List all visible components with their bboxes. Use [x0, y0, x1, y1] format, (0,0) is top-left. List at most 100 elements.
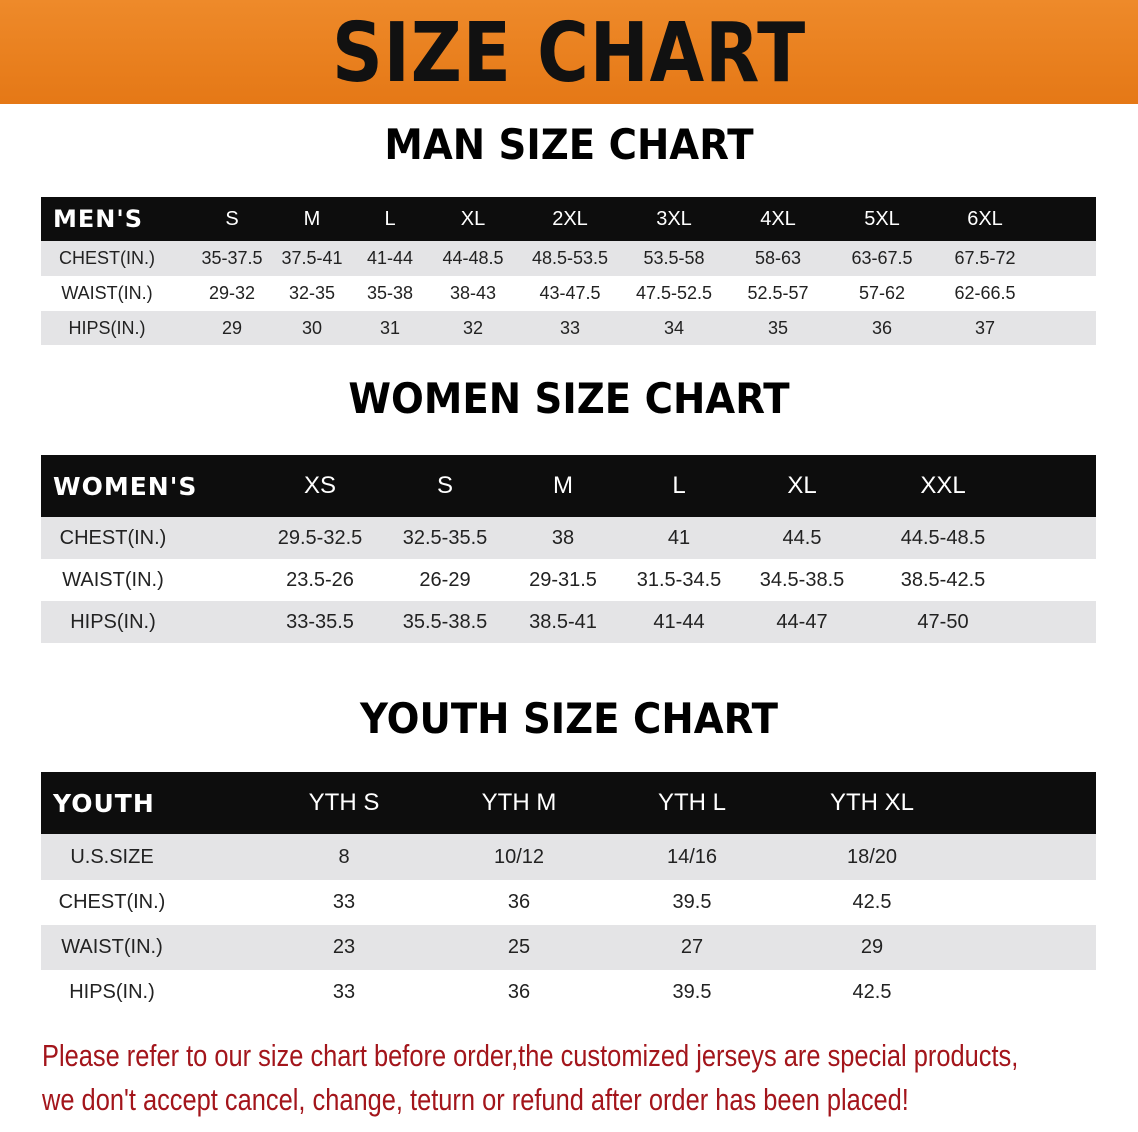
table-cell: 32-35 [288, 283, 336, 303]
table-cell: 39.5 [672, 891, 712, 913]
table-cell: 32 [462, 317, 484, 338]
table-cell: 37.5-41 [281, 248, 343, 268]
header-category-label: YOUTH [53, 788, 155, 818]
table-cell: 52.5-57 [747, 283, 809, 303]
table-cell: 33 [332, 981, 356, 1003]
table-cell: 23 [332, 936, 356, 958]
table-cell: 29.5-32.5 [277, 526, 363, 549]
table-cell: 48.5-53.5 [531, 248, 609, 268]
table-cell: 47-50 [917, 610, 969, 633]
size-column-header: L [384, 207, 396, 230]
table-cell: 38.5-42.5 [900, 568, 986, 591]
table-cell: 33 [332, 891, 356, 913]
table-cell: 14/16 [666, 845, 718, 868]
table-cell: 35.5-38.5 [402, 610, 488, 633]
size-column-header: L [672, 472, 686, 499]
table-cell: 18/20 [846, 845, 898, 868]
women-section-title: WOMEN SIZE CHART [348, 374, 790, 423]
notice-line-2: we don't accept cancel, change, teturn o… [42, 1082, 909, 1117]
table-cell: 44.5 [782, 526, 822, 549]
banner-title: SIZE CHART [331, 6, 807, 101]
size-column-header: M [303, 207, 321, 230]
table-row: HIPS(IN.) 33 36 39.5 42.5 [41, 970, 1096, 1015]
size-column-header: YTH XL [829, 789, 915, 816]
measurement-label: U.S.SIZE [70, 845, 154, 868]
banner: SIZE CHART [0, 0, 1138, 104]
table-cell: 57-62 [858, 283, 906, 303]
notice-line-1: Please refer to our size chart before or… [42, 1038, 1019, 1073]
table-cell: 67.5-72 [954, 248, 1016, 268]
table-cell: 31.5-34.5 [636, 568, 722, 591]
size-column-header: YTH L [657, 789, 727, 816]
size-column-header: M [553, 472, 573, 499]
table-cell: 32.5-35.5 [402, 526, 488, 549]
size-column-header: XL [787, 472, 817, 499]
table-cell: 29 [221, 317, 243, 338]
table-cell: 33 [559, 317, 581, 338]
table-row: HIPS(IN.) 33-35.5 35.5-38.5 38.5-41 41-44 44-… [41, 601, 1096, 643]
size-column-header: XXL [920, 472, 966, 499]
table-cell: 41-44 [366, 248, 414, 268]
size-column-header: XS [303, 472, 337, 499]
measurement-label: WAIST(IN.) [61, 283, 153, 303]
table-cell: 34 [663, 317, 685, 338]
table-cell: 38.5-41 [529, 610, 597, 633]
table-row: WAIST(IN.) 23 25 27 29 [41, 925, 1096, 970]
table-cell: 35-38 [366, 283, 414, 303]
table-header-row: WOMEN'S XS S M L XL XXL [41, 455, 1096, 517]
table-cell: 29 [860, 936, 884, 958]
table-cell: 25 [507, 936, 531, 958]
table-header-row: YOUTH YTH S YTH M YTH L YTH XL [41, 772, 1096, 834]
table-cell: 34.5-38.5 [759, 568, 845, 591]
table-cell: 47.5-52.5 [635, 283, 713, 303]
table-cell: 38-43 [449, 283, 497, 303]
size-column-header: 4XL [760, 207, 796, 230]
table-cell: 37 [974, 317, 996, 338]
table-cell: 44-47 [776, 610, 828, 633]
table-header-row: MEN'S S M L XL 2XL 3XL 4XL 5XL 6XL [41, 197, 1096, 241]
table-cell: 35 [767, 317, 789, 338]
table-row: CHEST(IN.) 35-37.5 37.5-41 41-44 44-48.5 48.5… [41, 241, 1096, 276]
table-cell: 39.5 [672, 981, 712, 1003]
size-column-header: YTH M [481, 789, 557, 816]
table-cell: 53.5-58 [643, 248, 705, 268]
size-column-header: XL [460, 207, 486, 230]
table-cell: 41-44 [653, 610, 705, 633]
table-row: WAIST(IN.) 29-32 32-35 35-38 38-43 43-47.5 47.… [41, 276, 1096, 311]
measurement-label: WAIST(IN.) [62, 568, 164, 591]
table-row: CHEST(IN.) 29.5-32.5 32.5-35.5 38 41 44.5 44.5… [41, 517, 1096, 559]
youth-section-title: YOUTH SIZE CHART [359, 694, 779, 743]
size-column-header: 6XL [967, 207, 1003, 230]
measurement-label: HIPS(IN.) [69, 981, 155, 1003]
table-cell: 31 [379, 317, 401, 338]
table-cell: 41 [667, 526, 691, 549]
table-cell: 10/12 [493, 845, 545, 868]
table-cell: 36 [507, 891, 531, 913]
table-cell: 8 [338, 845, 350, 868]
size-column-header: S [225, 207, 239, 230]
table-cell: 44-48.5 [442, 248, 504, 268]
table-cell: 29-32 [208, 283, 256, 303]
table-cell: 42.5 [852, 981, 892, 1003]
table-cell: 26-29 [419, 568, 471, 591]
measurement-label: HIPS(IN.) [68, 317, 146, 338]
table-row: CHEST(IN.) 33 36 39.5 42.5 [41, 880, 1096, 925]
table-cell: 63-67.5 [851, 248, 913, 268]
size-column-header: YTH S [308, 789, 380, 816]
measurement-label: HIPS(IN.) [70, 610, 156, 633]
table-cell: 23.5-26 [286, 568, 354, 591]
size-column-header: 2XL [552, 207, 588, 230]
table-cell: 29-31.5 [529, 568, 597, 591]
size-column-header: 5XL [864, 207, 900, 230]
table-cell: 35-37.5 [201, 248, 263, 268]
table-cell: 42.5 [852, 891, 892, 913]
header-category-label: WOMEN'S [53, 471, 198, 501]
measurement-label: WAIST(IN.) [61, 936, 163, 958]
table-cell: 30 [301, 317, 323, 338]
table-cell: 58-63 [754, 248, 802, 268]
table-cell: 33-35.5 [286, 610, 354, 633]
table-cell: 44.5-48.5 [900, 526, 986, 549]
table-cell: 43-47.5 [539, 283, 601, 303]
table-row: U.S.SIZE 8 10/12 14/16 18/20 [41, 834, 1096, 880]
table-row: WAIST(IN.) 23.5-26 26-29 29-31.5 31.5-34.5 34… [41, 559, 1096, 601]
